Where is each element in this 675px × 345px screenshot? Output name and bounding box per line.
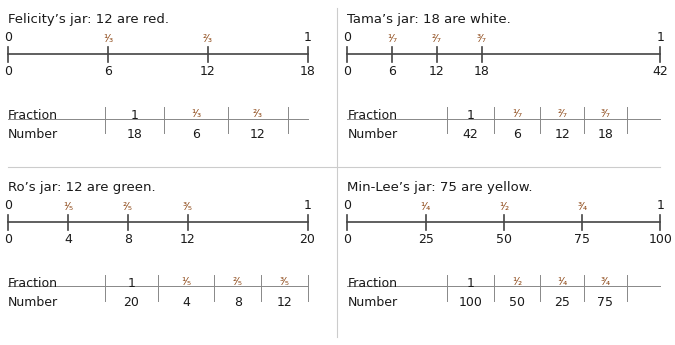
Text: ²⁄₇: ²⁄₇ [432, 34, 442, 44]
Text: ¹⁄₅: ¹⁄₅ [181, 277, 191, 287]
Text: 12: 12 [276, 296, 292, 309]
Text: 4: 4 [64, 233, 72, 246]
Text: Fraction: Fraction [348, 277, 398, 290]
Text: 6: 6 [388, 66, 396, 78]
Text: 1: 1 [127, 277, 135, 290]
Text: ³⁄₄: ³⁄₄ [600, 277, 610, 287]
Text: 18: 18 [126, 128, 142, 141]
Text: 20: 20 [300, 233, 315, 246]
Text: 100: 100 [648, 233, 672, 246]
Text: 4: 4 [182, 296, 190, 309]
Text: Fraction: Fraction [8, 109, 58, 122]
Text: Number: Number [348, 296, 398, 309]
Text: 75: 75 [574, 233, 590, 246]
Text: 42: 42 [462, 128, 479, 141]
Text: ²⁄₃: ²⁄₃ [202, 34, 213, 44]
Text: 12: 12 [250, 128, 265, 141]
Text: 0: 0 [344, 66, 352, 78]
Text: 1: 1 [656, 31, 664, 44]
Text: 50: 50 [496, 233, 512, 246]
Text: 12: 12 [429, 66, 445, 78]
Text: 25: 25 [418, 233, 433, 246]
Text: Number: Number [8, 128, 58, 141]
Text: ³⁄₇: ³⁄₇ [477, 34, 487, 44]
Text: 12: 12 [554, 128, 570, 141]
Text: Number: Number [348, 128, 398, 141]
Text: 0: 0 [4, 66, 12, 78]
Text: ¹⁄₄: ¹⁄₄ [557, 277, 567, 287]
Text: ³⁄₄: ³⁄₄ [577, 202, 587, 212]
Text: 1: 1 [466, 277, 475, 290]
Text: 25: 25 [554, 296, 570, 309]
Text: ²⁄₃: ²⁄₃ [252, 109, 263, 119]
Text: 8: 8 [234, 296, 242, 309]
Text: Tama’s jar: 18 are white.: Tama’s jar: 18 are white. [348, 13, 511, 26]
Text: 1: 1 [304, 199, 311, 212]
Text: ¹⁄₄: ¹⁄₄ [421, 202, 431, 212]
Text: 0: 0 [344, 199, 352, 212]
Text: 0: 0 [4, 233, 12, 246]
Text: 1: 1 [656, 199, 664, 212]
Text: ¹⁄₃: ¹⁄₃ [191, 109, 201, 119]
Text: 6: 6 [192, 128, 200, 141]
Text: 6: 6 [513, 128, 521, 141]
Text: 0: 0 [344, 31, 352, 44]
Text: 0: 0 [4, 31, 12, 44]
Text: Fraction: Fraction [8, 277, 58, 290]
Text: ³⁄₅: ³⁄₅ [183, 202, 193, 212]
Text: 0: 0 [4, 199, 12, 212]
Text: ¹⁄₇: ¹⁄₇ [512, 109, 522, 119]
Text: 12: 12 [200, 66, 215, 78]
Text: 18: 18 [597, 128, 614, 141]
Text: 12: 12 [180, 233, 196, 246]
Text: Felicity’s jar: 12 are red.: Felicity’s jar: 12 are red. [8, 13, 169, 26]
Text: 1: 1 [466, 109, 475, 122]
Text: ¹⁄₃: ¹⁄₃ [103, 34, 113, 44]
Text: 8: 8 [124, 233, 132, 246]
Text: Fraction: Fraction [348, 109, 398, 122]
Text: 0: 0 [344, 233, 352, 246]
Text: Min-Lee’s jar: 75 are yellow.: Min-Lee’s jar: 75 are yellow. [348, 181, 533, 194]
Text: ¹⁄₅: ¹⁄₅ [63, 202, 73, 212]
Text: ²⁄₇: ²⁄₇ [557, 109, 567, 119]
Text: 18: 18 [300, 66, 315, 78]
Text: 20: 20 [124, 296, 139, 309]
Text: ¹⁄₂: ¹⁄₂ [499, 202, 509, 212]
Text: 1: 1 [304, 31, 311, 44]
Text: ²⁄₅: ²⁄₅ [123, 202, 133, 212]
Text: 42: 42 [652, 66, 668, 78]
Text: 75: 75 [597, 296, 614, 309]
Text: 50: 50 [509, 296, 525, 309]
Text: ²⁄₅: ²⁄₅ [233, 277, 242, 287]
Text: 1: 1 [130, 109, 138, 122]
Text: Ro’s jar: 12 are green.: Ro’s jar: 12 are green. [8, 181, 156, 194]
Text: 6: 6 [104, 66, 112, 78]
Text: 100: 100 [458, 296, 483, 309]
Text: ³⁄₇: ³⁄₇ [600, 109, 610, 119]
Text: 18: 18 [474, 66, 489, 78]
Text: Number: Number [8, 296, 58, 309]
Text: ³⁄₅: ³⁄₅ [279, 277, 289, 287]
Text: ¹⁄₇: ¹⁄₇ [387, 34, 397, 44]
Text: ¹⁄₂: ¹⁄₂ [512, 277, 522, 287]
